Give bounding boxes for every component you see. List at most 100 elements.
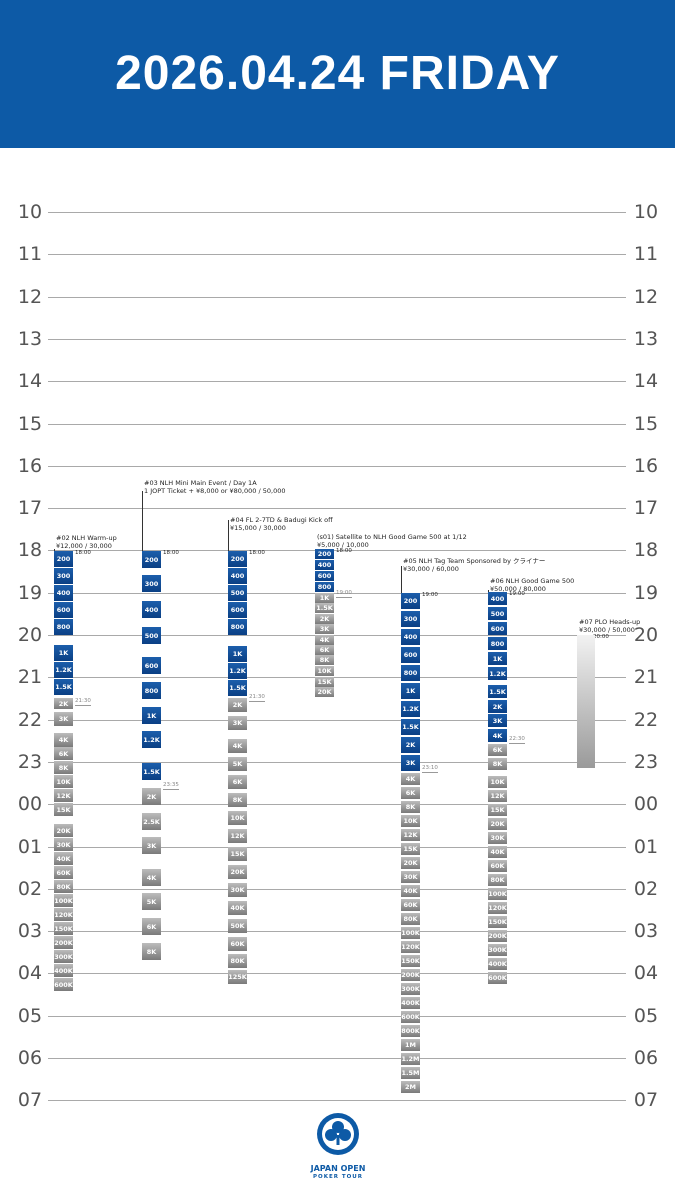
blind-level-block: 200 <box>54 551 73 567</box>
blind-level-block: 400 <box>401 629 420 645</box>
hour-line <box>48 888 626 890</box>
hour-label-right: 16 <box>633 454 659 477</box>
blind-level-block: 4K <box>401 773 420 785</box>
start-time-label: 19:00 <box>509 591 525 597</box>
event-name: (s01) Satellite to NLH Good Game 500 at … <box>317 533 467 541</box>
hour-label-right: 04 <box>633 962 659 985</box>
blind-level-block: 800K <box>401 1025 420 1037</box>
blind-level-block: 200 <box>315 549 334 559</box>
start-time-label: 18:00 <box>163 550 179 556</box>
hour-line <box>48 254 626 256</box>
blind-level-block: 4K <box>315 635 334 645</box>
blind-level-block: 1K <box>142 707 161 724</box>
blind-level-block: 200K <box>488 930 507 942</box>
late-registration-label: 21:30 <box>249 694 265 702</box>
blind-level-block: 12K <box>228 829 247 843</box>
hour-line <box>48 296 626 298</box>
hour-line <box>48 338 626 340</box>
hour-label-right: 02 <box>633 877 659 900</box>
blind-level-block: 3K <box>228 716 247 730</box>
blind-level-block: 125K <box>228 970 247 984</box>
hour-label-left: 21 <box>17 666 43 689</box>
blind-level-block: 1K <box>315 593 334 603</box>
hour-label-left: 16 <box>17 454 43 477</box>
blind-level-block: 100K <box>401 927 420 939</box>
hour-label-right: 20 <box>633 624 659 646</box>
event-title: #07 PLO Heads-up ¥30,000 / 50,000 <box>579 618 640 634</box>
hour-label-left: 23 <box>17 750 43 773</box>
hour-label-right: 22 <box>633 708 659 731</box>
event-name: #02 NLH Warm-up <box>56 534 117 542</box>
blind-level-block: 20K <box>315 687 334 697</box>
blind-level-block: 3K <box>142 837 161 854</box>
blind-level-block: 20K <box>54 824 73 837</box>
japan-open-poker-tour-logo: JAPAN OPEN POKER TOUR <box>308 1112 368 1192</box>
hour-line <box>48 635 626 636</box>
hour-label-left: 04 <box>17 962 43 985</box>
blind-level-block: 800 <box>142 682 161 699</box>
blind-level-block: 400 <box>54 585 73 601</box>
hour-line <box>48 1015 626 1017</box>
hour-line <box>48 1100 626 1102</box>
event-buyin: ¥5,000 / 10,000 <box>317 541 369 549</box>
blind-level-block: 6K <box>142 918 161 935</box>
blind-level-block: 1K <box>401 683 420 699</box>
hour-label-left: 13 <box>17 327 43 350</box>
blind-level-block: 12K <box>54 789 73 802</box>
hour-line <box>48 465 626 467</box>
blind-level-block: 600 <box>401 647 420 663</box>
event-connector-line <box>54 549 55 551</box>
blind-level-block: 2K <box>142 788 161 805</box>
blind-level-block: 12K <box>401 829 420 841</box>
page-title: 2026.04.24 FRIDAY <box>115 47 560 100</box>
heads-up-duration-bar <box>577 635 595 768</box>
hour-label-right: 03 <box>633 920 659 943</box>
blind-level-block: 3K <box>401 755 420 771</box>
hour-label-right: 13 <box>633 327 659 350</box>
blind-level-block: 400 <box>488 592 507 605</box>
blind-level-block: 40K <box>401 885 420 897</box>
hour-label-right: 10 <box>633 201 659 223</box>
hour-label-left: 11 <box>17 243 43 266</box>
hour-label-right: 15 <box>633 412 659 435</box>
blind-level-block: 2K <box>315 614 334 624</box>
hour-label-right: 19 <box>633 581 659 604</box>
hour-label-left: 19 <box>17 581 43 604</box>
hour-line <box>48 592 626 594</box>
blind-level-block: 20K <box>488 818 507 830</box>
blind-level-block: 120K <box>401 941 420 953</box>
blind-level-block: 1.5K <box>54 679 73 695</box>
event-title: #03 NLH Mini Main Event / Day 1A 1 JOPT T… <box>144 479 285 495</box>
event-title: #02 NLH Warm-up ¥12,000 / 30,000 <box>56 534 117 550</box>
blind-level-block: 8K <box>228 793 247 807</box>
hour-label-left: 10 <box>17 201 43 223</box>
blind-level-block: 600 <box>315 571 334 581</box>
blind-level-block: 10K <box>401 815 420 827</box>
blind-level-block: 200 <box>142 551 161 568</box>
event-title: #05 NLH Tag Team Sponsored by クライナー ¥30,0… <box>403 557 545 573</box>
blind-level-block: 1.2K <box>488 667 507 680</box>
hour-label-right: 14 <box>633 370 659 393</box>
blind-level-block: 5K <box>142 893 161 910</box>
blind-level-block: 300 <box>142 575 161 592</box>
hour-label-right: 18 <box>633 539 659 562</box>
blind-level-block: 15K <box>54 803 73 816</box>
blind-level-block: 60K <box>54 866 73 879</box>
clover-icon <box>317 1113 359 1155</box>
blind-level-block: 8K <box>54 761 73 774</box>
blind-level-block: 15K <box>315 677 334 687</box>
blind-level-block: 120K <box>488 902 507 914</box>
logo-text-line1: JAPAN OPEN <box>310 1164 366 1173</box>
blind-level-block: 1K <box>54 645 73 661</box>
blind-level-block: 60K <box>488 860 507 872</box>
start-time-label: 19:00 <box>422 592 438 598</box>
blind-level-block: 2K <box>54 698 73 709</box>
blind-level-block: 6K <box>401 787 420 799</box>
event-name: #05 NLH Tag Team Sponsored by クライナー <box>403 557 546 565</box>
blind-level-block: 200 <box>228 551 247 567</box>
blind-level-block: 40K <box>228 901 247 915</box>
start-time-label: 20:00 <box>593 634 609 640</box>
blind-level-block: 1K <box>228 646 247 662</box>
hour-line <box>48 804 626 806</box>
